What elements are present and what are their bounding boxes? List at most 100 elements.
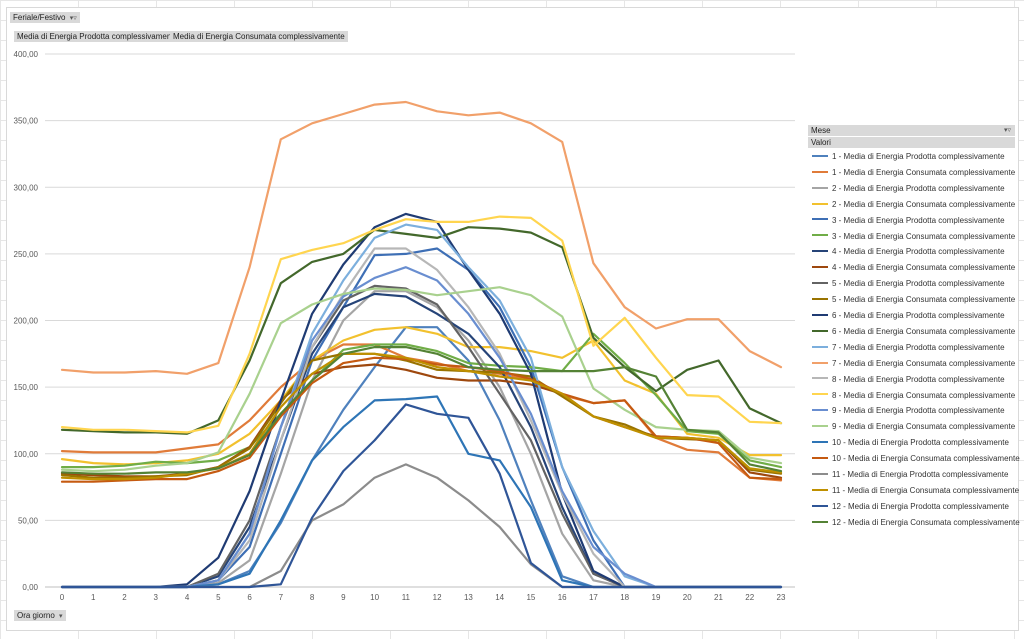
y-tick-label: 300,00	[14, 183, 39, 192]
x-tick-label: 20	[683, 593, 692, 602]
legend-label: 9 - Media di Energia Prodotta complessiv…	[832, 406, 1005, 416]
legend-item[interactable]: 10 - Media di Energia Prodotta complessi…	[812, 437, 1022, 449]
value-field-label-consumed: Media di Energia Consumata complessivame…	[173, 32, 345, 41]
legend-label: 1 - Media di Energia Consumata complessi…	[832, 167, 1016, 177]
legend-swatch	[812, 202, 828, 205]
legend-swatch	[812, 441, 828, 444]
x-tick-label: 10	[370, 593, 379, 602]
legend-item[interactable]: 3 - Media di Energia Prodotta complessiv…	[812, 215, 1022, 227]
series-line	[60, 395, 783, 589]
x-tick-label: 9	[341, 593, 346, 602]
legend-item[interactable]: 10 - Media di Energia Consumata compless…	[812, 453, 1022, 465]
series-line	[60, 332, 783, 469]
filter-field-button[interactable]: Feriale/Festivo ▾▿	[10, 12, 80, 23]
legend-item[interactable]: 11 - Media di Energia Consumata compless…	[812, 485, 1022, 497]
filter-dropdown-icon: ▾▿	[1003, 127, 1011, 134]
legend-swatch	[812, 488, 828, 491]
legend-label: 2 - Media di Energia Prodotta complessiv…	[832, 183, 1005, 193]
legend-label: 11 - Media di Energia Consumata compless…	[832, 485, 1020, 495]
legend-item[interactable]: 5 - Media di Energia Prodotta complessiv…	[812, 278, 1022, 290]
legend-swatch	[812, 266, 828, 269]
legend-swatch	[812, 504, 828, 507]
legend-item[interactable]: 3 - Media di Energia Consumata complessi…	[812, 231, 1022, 243]
legend-item[interactable]: 7 - Media di Energia Consumata complessi…	[812, 358, 1022, 370]
legend-label: 12 - Media di Energia Prodotta complessi…	[832, 501, 1009, 511]
legend-item[interactable]: 4 - Media di Energia Consumata complessi…	[812, 262, 1022, 274]
legend-label: 7 - Media di Energia Prodotta complessiv…	[832, 342, 1005, 352]
legend-item[interactable]: 9 - Media di Energia Consumata complessi…	[812, 421, 1022, 433]
x-tick-label: 13	[464, 593, 473, 602]
legend-item[interactable]: 12 - Media di Energia Consumata compless…	[812, 517, 1022, 529]
x-tick-label: 0	[60, 593, 65, 602]
legend-subheader-valori: Valori	[808, 137, 1015, 148]
legend-swatch	[812, 186, 828, 189]
series-line	[60, 266, 783, 589]
x-tick-label: 17	[589, 593, 598, 602]
series-line	[60, 403, 783, 589]
series-line	[60, 346, 783, 475]
legend-swatch	[812, 282, 828, 285]
legend-item[interactable]: 5 - Media di Energia Consumata complessi…	[812, 294, 1022, 306]
y-tick-label: 0,00	[22, 583, 38, 592]
series-line	[60, 363, 783, 479]
legend-item[interactable]: 12 - Media di Energia Prodotta complessi…	[812, 501, 1022, 513]
dropdown-arrow-icon: ▾	[59, 613, 63, 620]
x-tick-label: 7	[279, 593, 284, 602]
legend-label: 3 - Media di Energia Prodotta complessiv…	[832, 215, 1005, 225]
legend-swatch	[812, 456, 828, 459]
legend-label: 5 - Media di Energia Prodotta complessiv…	[832, 279, 1005, 289]
legend-label: 3 - Media di Energia Consumata complessi…	[832, 231, 1016, 241]
x-tick-label: 14	[495, 593, 504, 602]
x-tick-label: 22	[745, 593, 754, 602]
axis-field-label: Ora giorno	[17, 611, 55, 620]
x-tick-label: 3	[154, 593, 159, 602]
legend-header-mese[interactable]: Mese ▾▿	[808, 125, 1015, 136]
legend-item[interactable]: 6 - Media di Energia Prodotta complessiv…	[812, 310, 1022, 322]
x-tick-label: 2	[122, 593, 127, 602]
legend-label: 4 - Media di Energia Consumata complessi…	[832, 263, 1016, 273]
legend-label: 7 - Media di Energia Consumata complessi…	[832, 358, 1016, 368]
legend-swatch	[812, 472, 828, 475]
y-tick-label: 250,00	[14, 250, 39, 259]
pivot-chart-area[interactable]	[6, 7, 1019, 631]
legend-swatch	[812, 361, 828, 364]
legend-item[interactable]: 8 - Media di Energia Consumata complessi…	[812, 390, 1022, 402]
legend-item[interactable]: 6 - Media di Energia Consumata complessi…	[812, 326, 1022, 338]
series-line	[60, 215, 783, 434]
legend-item[interactable]: 2 - Media di Energia Consumata complessi…	[812, 199, 1022, 211]
x-tick-label: 4	[185, 593, 190, 602]
legend-swatch	[812, 345, 828, 348]
series-line	[60, 352, 783, 481]
legend-label: 9 - Media di Energia Consumata complessi…	[832, 422, 1016, 432]
legend-swatch	[812, 250, 828, 253]
x-tick-label: 18	[620, 593, 629, 602]
y-tick-label: 200,00	[14, 317, 39, 326]
legend-item[interactable]: 8 - Media di Energia Prodotta complessiv…	[812, 374, 1022, 386]
axis-field-button[interactable]: Ora giorno ▾	[14, 610, 66, 621]
x-tick-label: 6	[247, 593, 252, 602]
filter-dropdown-icon: ▾▿	[69, 15, 77, 22]
legend-label: 10 - Media di Energia Prodotta complessi…	[832, 438, 1009, 448]
legend-item[interactable]: 1 - Media di Energia Prodotta complessiv…	[812, 151, 1022, 163]
legend-item[interactable]: 9 - Media di Energia Prodotta complessiv…	[812, 405, 1022, 417]
legend-item[interactable]: 7 - Media di Energia Prodotta complessiv…	[812, 342, 1022, 354]
legend-item[interactable]: 11 - Media di Energia Prodotta complessi…	[812, 469, 1022, 481]
legend-swatch	[812, 520, 828, 523]
value-field-label-produced: Media di Energia Prodotta complessivamen…	[17, 32, 178, 41]
legend-label: 6 - Media di Energia Prodotta complessiv…	[832, 311, 1005, 320]
x-tick-label: 15	[526, 593, 535, 602]
legend-item[interactable]: 1 - Media di Energia Consumata complessi…	[812, 167, 1022, 179]
series-line	[60, 343, 783, 482]
legend-header-label: Mese	[811, 126, 831, 135]
legend-item[interactable]: 2 - Media di Energia Prodotta complessiv…	[812, 183, 1022, 195]
legend-label: 8 - Media di Energia Prodotta complessiv…	[832, 374, 1005, 384]
value-field-button-consumed[interactable]: Media di Energia Consumata complessivame…	[170, 31, 348, 42]
x-tick-label: 5	[216, 593, 221, 602]
legend-item[interactable]: 4 - Media di Energia Prodotta complessiv…	[812, 246, 1022, 258]
value-field-button-produced[interactable]: Media di Energia Prodotta complessivamen…	[14, 31, 181, 42]
legend-label: 11 - Media di Energia Prodotta complessi…	[832, 470, 1009, 479]
y-tick-label: 400,00	[14, 50, 39, 59]
x-tick-label: 16	[558, 593, 567, 602]
x-tick-label: 19	[652, 593, 661, 602]
x-tick-label: 1	[91, 593, 96, 602]
